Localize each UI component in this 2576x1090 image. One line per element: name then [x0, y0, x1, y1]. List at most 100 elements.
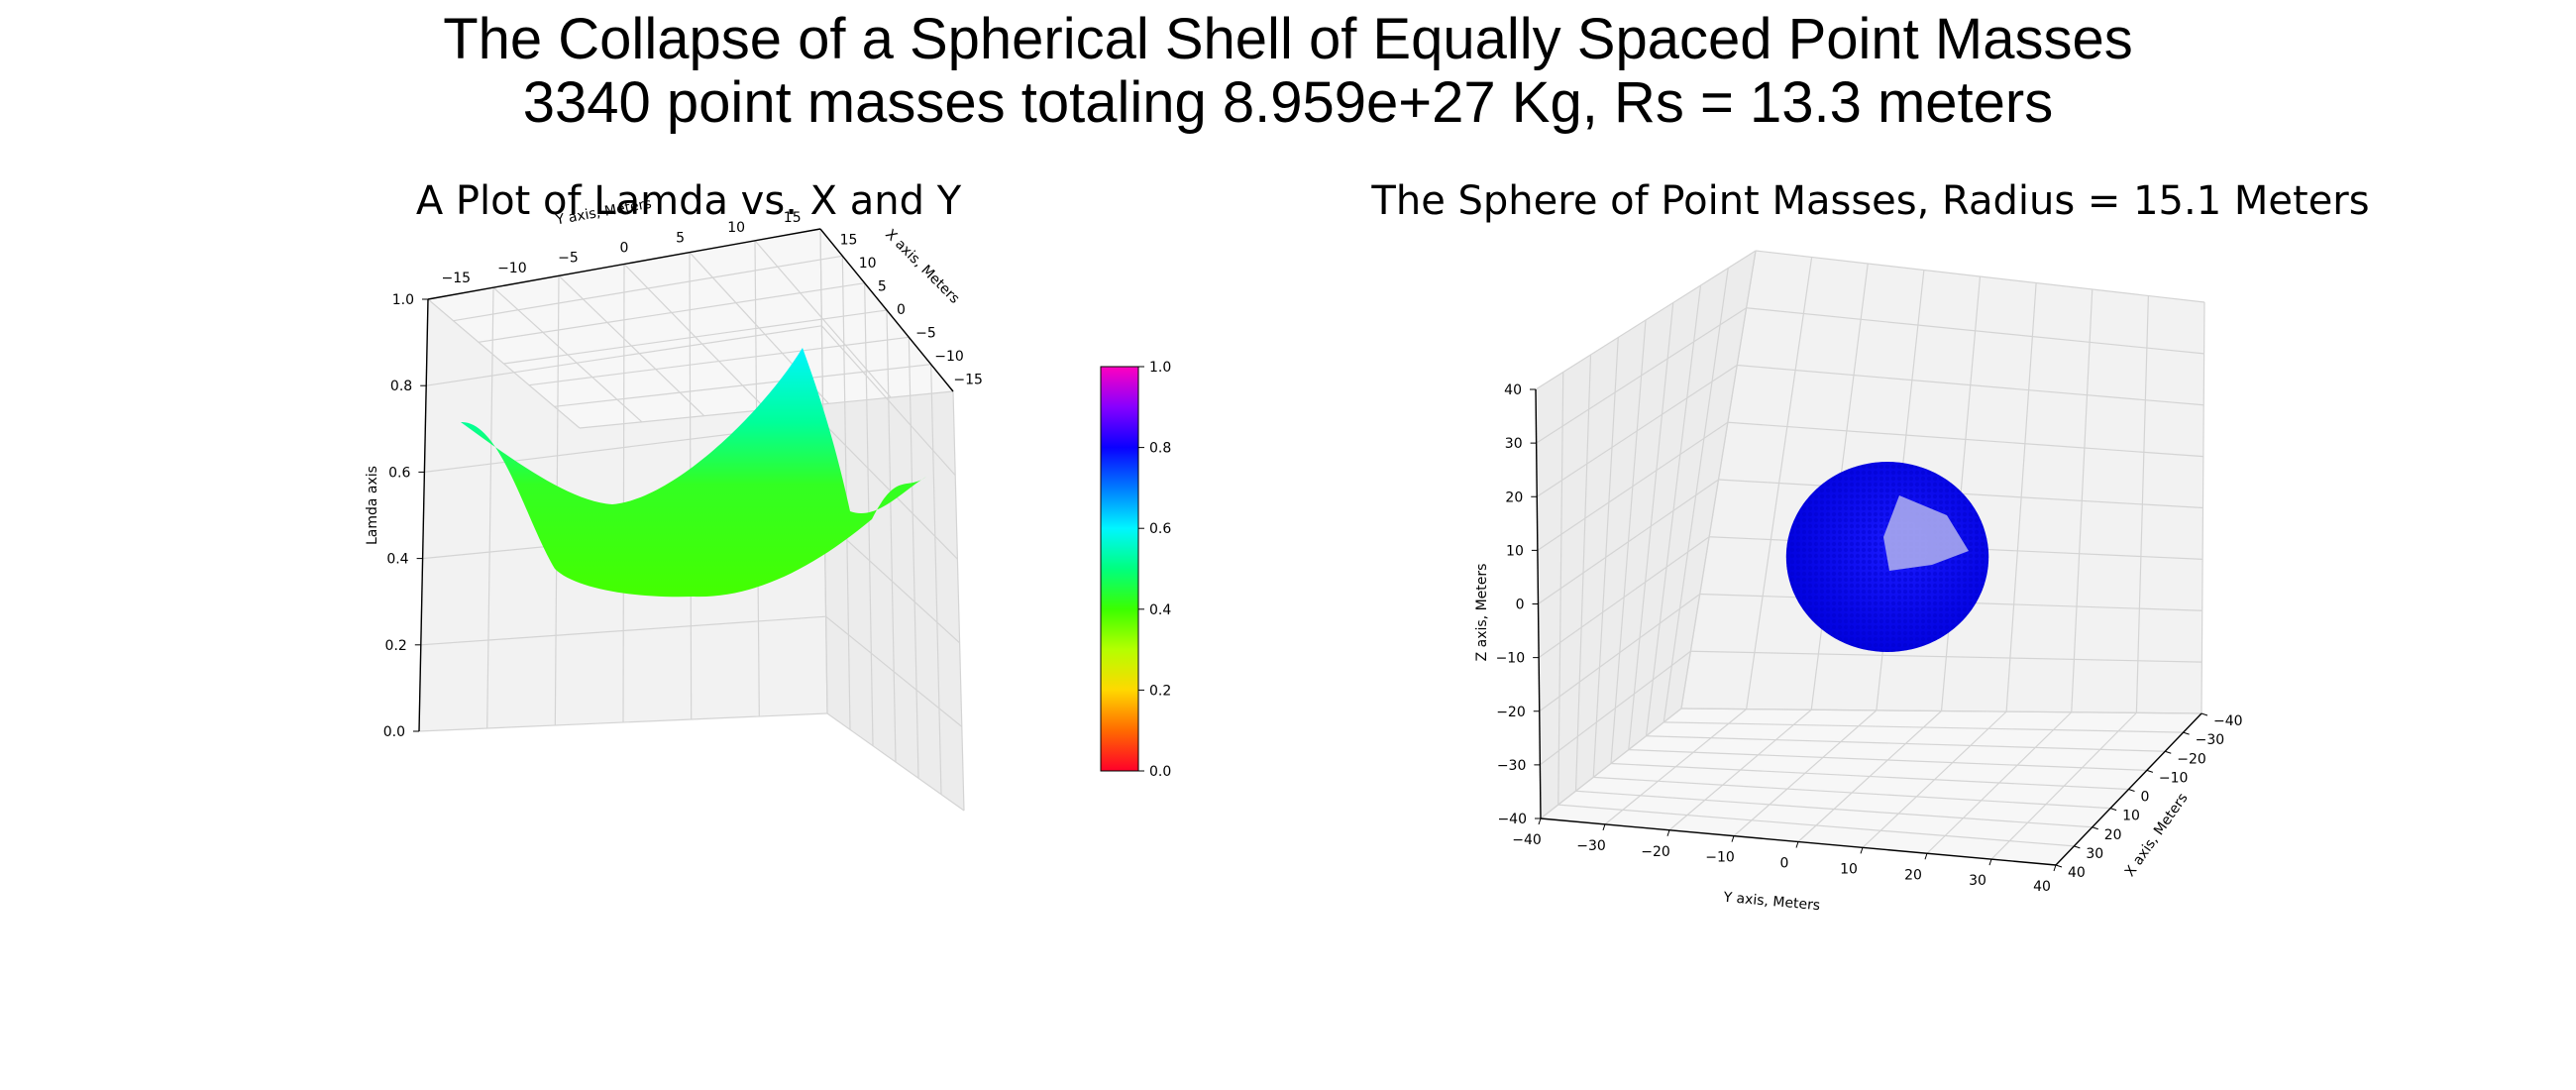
right-x-tick-label: −30 [2196, 732, 2225, 748]
right-y-tick-mark [1924, 853, 1928, 860]
z-tick-label: −30 [1497, 758, 1527, 774]
left-x-tick-label: −5 [915, 325, 936, 341]
right-y-tick-label: 0 [1780, 856, 1789, 872]
colorbar-tick-label: 0.2 [1149, 683, 1171, 699]
sphere-highlight [1883, 495, 1969, 571]
z-axis-label: Z axis, Meters [1474, 564, 1490, 662]
left-grid-line [418, 712, 828, 732]
figure-title-line-2: 3340 point masses totaling 8.959e+27 Kg,… [522, 70, 2054, 135]
left-axes-ticks: 0.00.20.40.60.81.0−15−10−5051015151050−5… [383, 210, 983, 740]
right-grid-line [1862, 710, 2007, 848]
colorbar-tick-label: 0.4 [1149, 602, 1171, 618]
right-x-axis-label: X axis, Meters [2122, 791, 2192, 880]
right-y-tick-mark [1731, 835, 1735, 842]
right-x-tick-label: 30 [2086, 846, 2103, 862]
left-y-tick-label: 15 [784, 210, 802, 226]
z-tick-label: 30 [1505, 436, 1523, 452]
left-y-tick-label: 0 [620, 241, 629, 257]
right-grid-line [1755, 250, 2205, 303]
right-y-tick-label: 10 [1840, 861, 1858, 877]
lamda-axis-label: Lamda axis [365, 466, 380, 545]
colorbar-tick-label: 0.8 [1149, 441, 1171, 457]
left-grid-line [841, 256, 851, 730]
right-x-tick-label: 40 [2068, 865, 2086, 881]
right-left-wall [1536, 251, 1756, 818]
left-axes-edges [418, 228, 954, 732]
right-grid-line [1539, 594, 1701, 712]
right-y-tick-mark [2053, 864, 2057, 872]
left-grid-line [886, 309, 897, 763]
right-axes-grid [1535, 250, 2205, 866]
right-x-tick-mark [2128, 789, 2135, 792]
lamda-tick-label: 0.6 [388, 465, 410, 481]
lamda-tick-label: 0.2 [385, 638, 407, 654]
left-x-tick-label: −10 [934, 349, 964, 365]
right-grid-line [1538, 479, 1719, 604]
left-x-tick-label: 5 [878, 279, 887, 295]
right-x-tick-label: −20 [2177, 751, 2206, 767]
point-mass-sphere [1785, 461, 1989, 653]
right-grid-line [1540, 650, 1691, 766]
right-grid-line [1540, 708, 1682, 819]
left-grid-line [908, 337, 919, 779]
right-grid-line [1797, 710, 1942, 842]
right-grid-line [1668, 708, 1812, 831]
left-grid-line [453, 255, 843, 322]
right-y-tick-label: −10 [1705, 850, 1735, 866]
right-y-tick-label: −30 [1576, 838, 1606, 854]
left-x-tick-label: 0 [897, 302, 906, 318]
figure-title: The Collapse of a Spherical Shell of Equ… [0, 8, 2576, 135]
z-tick-label: 20 [1505, 490, 1523, 505]
left-grid-line [528, 336, 910, 386]
left-grid-line [486, 287, 494, 729]
left-grid-line [930, 364, 942, 795]
right-grid-line [1733, 709, 1878, 837]
left-grid-line [503, 309, 888, 365]
left-grid-line [554, 364, 931, 407]
right-grid-line [1690, 650, 2202, 663]
left-x-tick-label: 10 [859, 256, 877, 272]
right-grid-line [1727, 421, 2203, 458]
z-tick-label: −10 [1496, 651, 1526, 667]
left-plot-title: A Plot of Lamda vs. X and Y [415, 178, 962, 224]
left-y-axis-line [427, 228, 821, 300]
left-x-axis-label: X axis, Meters [882, 227, 962, 307]
lamda-tick-label: 1.0 [392, 292, 414, 308]
lamda-surface-plot: 0.00.20.40.60.81.0−15−10−5051015151050−5… [365, 196, 983, 812]
left-x-axis-line [819, 228, 954, 392]
right-y-tick-mark [1860, 847, 1864, 854]
right-x-tick-mark [2092, 826, 2098, 830]
right-x-tick-label: 20 [2104, 827, 2122, 843]
colorbar-tick-label: 1.0 [1149, 360, 1171, 376]
right-grid-line [1536, 307, 1747, 444]
lamda-tick-label: 0.4 [386, 552, 408, 568]
right-grid-line [1926, 711, 2073, 854]
right-x-tick-mark [2200, 712, 2208, 716]
left-grid-line [420, 615, 826, 646]
right-y-tick-mark [1602, 823, 1606, 831]
left-y-tick-label: −10 [497, 261, 527, 276]
colorbar-gradient [1100, 366, 1139, 772]
right-y-tick-mark [1666, 829, 1670, 836]
right-x-tick-label: −10 [2159, 770, 2189, 786]
left-y-tick-label: 5 [676, 230, 685, 246]
colorbar-tick-label: 0.6 [1149, 521, 1171, 537]
right-y-tick-mark [1988, 858, 1992, 866]
right-x-tick-mark [2146, 769, 2154, 773]
right-y-tick-label: 40 [2033, 879, 2051, 895]
left-grid-line [820, 325, 956, 476]
right-x-tick-mark [2183, 731, 2190, 735]
lamda-tick-label: 0.0 [383, 724, 405, 740]
colorbar: 0.0 0.2 0.4 0.6 0.8 1.0 [1100, 360, 1171, 780]
left-x-tick-label: −15 [953, 372, 983, 387]
z-tick-label: 40 [1504, 382, 1522, 398]
lamda-surface [461, 348, 926, 598]
right-x-tick-label: 0 [2141, 790, 2150, 806]
left-y-tick-label: 10 [727, 220, 745, 236]
right-y-tick-label: −20 [1641, 844, 1670, 860]
colorbar-ticks: 0.0 0.2 0.4 0.6 0.8 1.0 [1138, 360, 1171, 780]
right-grid-line [1535, 250, 1757, 390]
